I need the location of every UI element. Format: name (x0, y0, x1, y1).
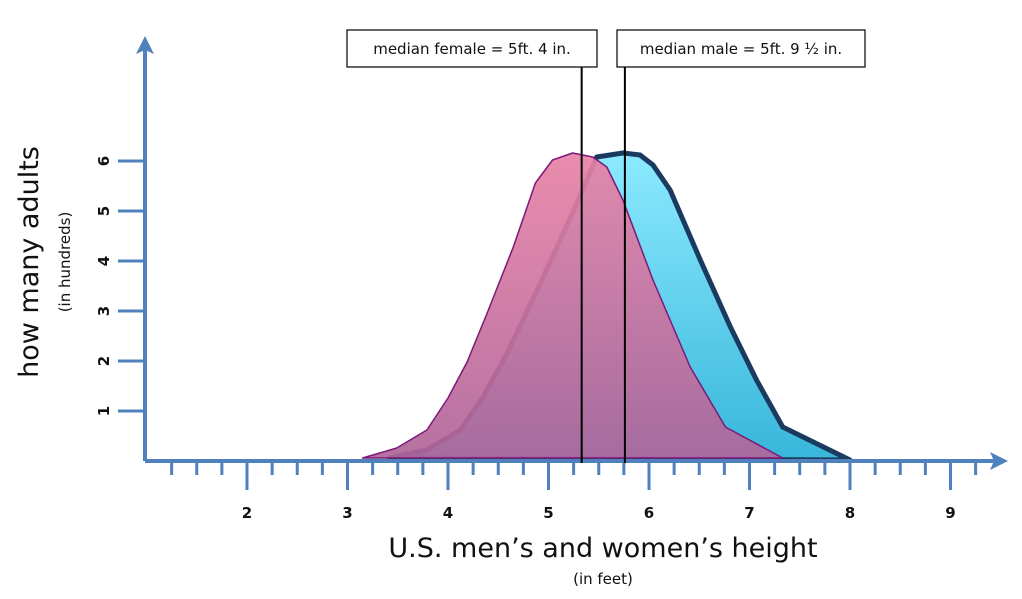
x-tick-label: 8 (845, 504, 855, 522)
female-area (361, 152, 784, 459)
x-tick-label: 6 (644, 504, 654, 522)
median-label: median female = 5ft. 4 in. (373, 40, 571, 58)
x-axis-sublabel: (in feet) (573, 570, 633, 588)
y-axis-label: how many adults (14, 146, 45, 378)
y-tick-label: 5 (95, 206, 113, 216)
x-tick-label: 7 (744, 504, 754, 522)
y-axis-sublabel: (in hundreds) (56, 212, 74, 313)
y-tick-label: 6 (95, 156, 113, 166)
y-axis-arrow-icon (136, 36, 154, 54)
y-tick-label: 4 (95, 256, 113, 266)
x-axis-arrow-icon (990, 452, 1008, 470)
y-tick-label: 1 (95, 406, 113, 416)
median-label: median male = 5ft. 9 ½ in. (640, 40, 842, 58)
x-axis-label: U.S. men’s and women’s height (388, 533, 817, 564)
x-tick-label: 9 (945, 504, 955, 522)
x-tick-label: 2 (242, 504, 252, 522)
median-label-box (346, 29, 598, 68)
median-annotations: median female = 5ft. 4 in. median male = … (346, 29, 866, 463)
x-tick-label: 5 (543, 504, 553, 522)
x-tick-label: 4 (443, 504, 453, 522)
axes: 2 3 4 5 6 7 8 9 1 2 3 4 5 6 (95, 36, 1008, 522)
y-tick-label: 2 (95, 356, 113, 366)
median-label-box (616, 29, 866, 68)
y-tick-label: 3 (95, 306, 113, 316)
x-tick-label: 3 (342, 504, 352, 522)
series-areas (361, 150, 853, 463)
